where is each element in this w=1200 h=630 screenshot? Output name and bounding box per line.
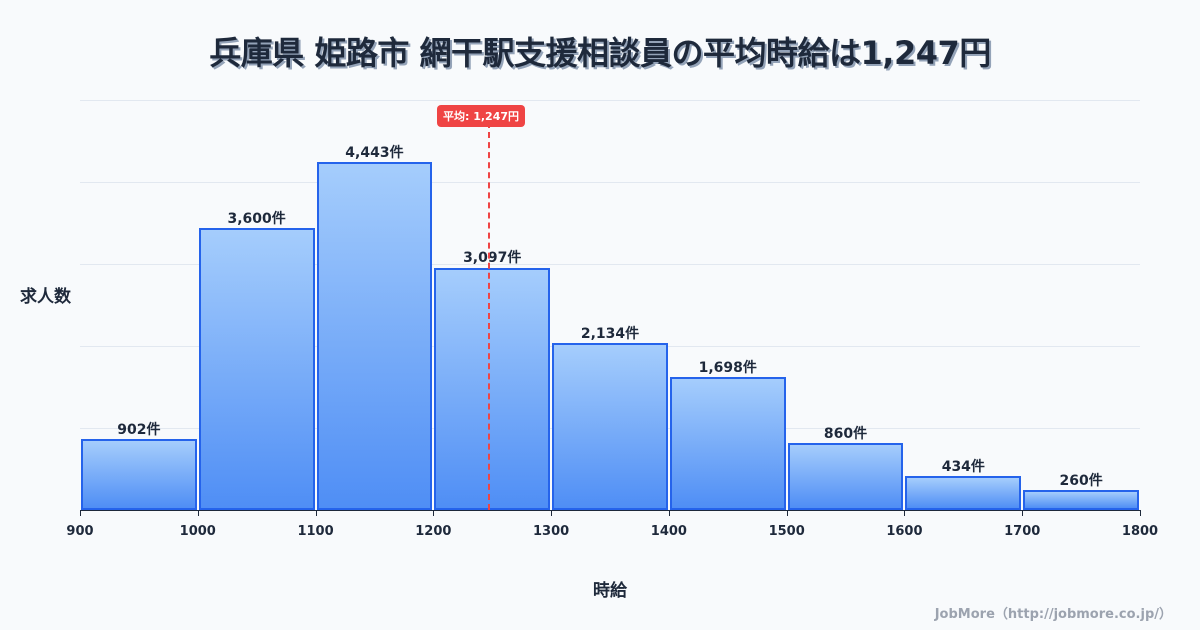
bar-value-label: 3,600件	[227, 211, 286, 228]
histogram-bar	[552, 342, 668, 510]
x-tick	[80, 510, 81, 516]
gridline	[80, 100, 1140, 101]
gridline	[80, 182, 1140, 183]
bar-value-label: 3,097件	[463, 250, 522, 267]
histogram-bar	[198, 228, 315, 510]
histogram-bar	[669, 377, 786, 510]
x-tick	[786, 510, 788, 516]
x-tick	[668, 510, 670, 516]
x-tick-label: 1700	[1004, 524, 1041, 539]
x-tick-label: 1300	[533, 524, 570, 539]
histogram-bar	[316, 162, 433, 510]
bar-value-label: 2,134件	[580, 325, 640, 342]
bar-value-label: 260件	[1059, 472, 1103, 489]
x-tick	[315, 510, 317, 516]
histogram-bar	[787, 442, 904, 510]
x-tick-label: 1500	[768, 524, 805, 539]
x-tick	[433, 510, 435, 516]
x-tick-label: 1600	[886, 524, 923, 539]
y-axis-label: 求人数	[20, 287, 71, 307]
x-tick-label: 1400	[650, 524, 687, 539]
x-tick-label: 900	[66, 524, 94, 539]
mean-line	[488, 122, 490, 510]
chart-title: 兵庫県 姫路市 網干駅支援相談員の平均時給は1,247円	[209, 34, 991, 72]
x-tick-label: 1800	[1121, 524, 1159, 539]
bar-value-label: 860件	[823, 425, 868, 442]
plot-area: 902件 3,600件 4,443件 3,097件 2,134件 1,698件 860件 43…	[80, 100, 1140, 510]
x-tick-label: 1000	[179, 524, 216, 539]
x-axis	[80, 510, 1140, 511]
mean-badge: 平均: 1,247円	[437, 105, 526, 127]
gridline	[80, 264, 1140, 265]
bar-value-label: 434件	[941, 459, 985, 476]
x-axis-label: 時給	[593, 581, 627, 601]
bar-value-label: 4,443件	[345, 145, 404, 162]
x-tick-label: 1200	[415, 524, 452, 539]
x-tick	[1140, 510, 1141, 516]
histogram-bar	[434, 267, 551, 510]
bar-value-label: 902件	[117, 422, 161, 439]
bar-value-label: 1,698件	[698, 360, 757, 377]
credit-text: JobMore（http://jobmore.co.jp/）	[934, 607, 1172, 622]
histogram-bar	[905, 476, 1022, 510]
histogram-bar	[1023, 489, 1139, 510]
x-tick	[904, 510, 906, 516]
x-tick	[197, 510, 199, 516]
x-tick	[551, 510, 553, 516]
x-tick	[1022, 510, 1024, 516]
histogram-bar	[81, 439, 197, 510]
x-tick-label: 1100	[297, 524, 334, 539]
